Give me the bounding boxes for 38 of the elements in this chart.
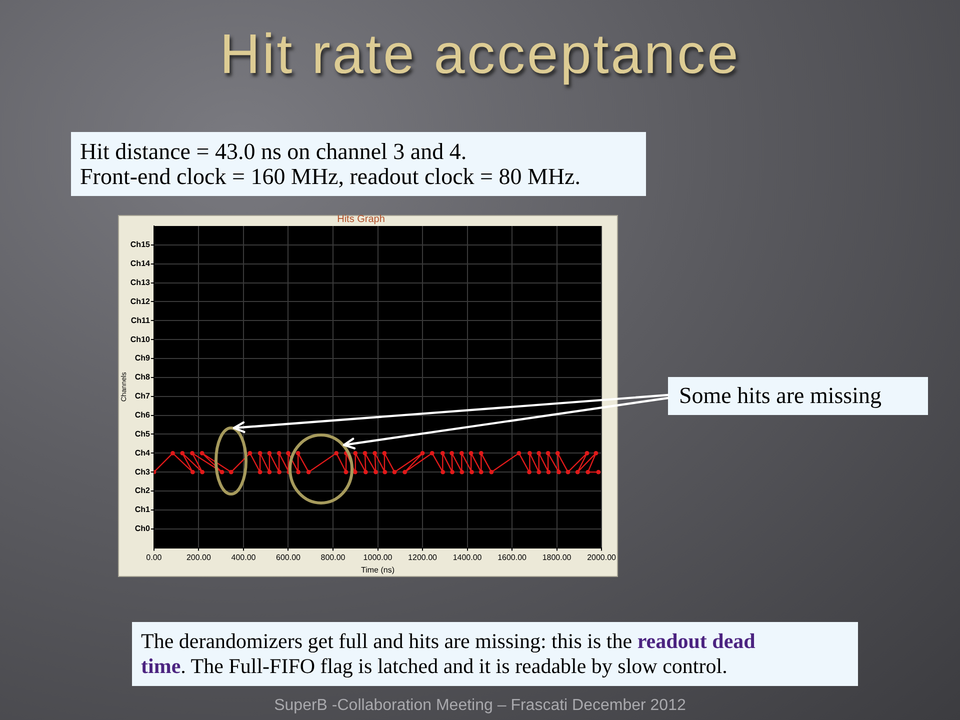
y-tick-label: Ch8 <box>134 372 150 382</box>
y-tick-label: Ch14 <box>130 259 151 268</box>
x-tick-label: 0.00 <box>146 552 162 562</box>
y-tick-label: Ch0 <box>134 524 150 534</box>
x-tick-label: 800.00 <box>320 552 346 562</box>
text: readout dead <box>637 629 756 653</box>
text: The derandomizers get full and hits are missing: this is the <box>141 629 634 653</box>
y-tick-label: Ch4 <box>134 448 150 458</box>
x-axis-title: Time (ns) <box>361 565 395 574</box>
x-tick-label: 200.00 <box>186 552 212 562</box>
x-tick-label: 1800.00 <box>542 552 572 562</box>
x-tick-label: 1000.00 <box>363 552 393 562</box>
text: time <box>141 654 181 678</box>
x-tick-label: 1400.00 <box>452 552 482 562</box>
x-tick-label: 600.00 <box>276 552 302 562</box>
text: Front-end clock = 160 MHz, readout clock = 80 MHz. <box>80 164 582 189</box>
text: Some hits are missing <box>668 377 928 415</box>
y-tick-label: Ch13 <box>130 278 151 287</box>
text: SuperB -Collaboration Meeting – Frascati December 2012 <box>273 697 687 715</box>
y-tick-label: Ch5 <box>134 429 150 438</box>
y-tick-label: Ch7 <box>134 392 150 401</box>
y-tick-label: Ch3 <box>134 467 150 476</box>
x-tick-label: 1600.00 <box>498 552 528 562</box>
x-tick-label: 1200.00 <box>408 552 438 562</box>
chart-subtitle: Hits Graph <box>337 214 385 225</box>
x-tick-label: 2000.00 <box>587 552 617 562</box>
text: Hit distance = 43.0 ns on channel 3 and 4. <box>80 139 468 164</box>
y-tick-label: Ch15 <box>130 240 151 250</box>
text: . The Full-FIFO flag is latched and it is readable by slow control. <box>180 654 728 678</box>
y-tick-label: Ch9 <box>134 354 150 363</box>
y-tick-label: Ch12 <box>130 296 151 306</box>
y-tick-label: Ch10 <box>130 334 151 344</box>
chart-title: Hit rate acceptance <box>218 22 742 85</box>
y-tick-label: Ch11 <box>130 316 151 325</box>
y-tick-label: Ch6 <box>134 410 150 420</box>
x-tick-label: 400.00 <box>231 552 256 562</box>
y-tick-label: Ch1 <box>134 505 150 514</box>
y-tick-label: Ch2 <box>134 486 150 496</box>
